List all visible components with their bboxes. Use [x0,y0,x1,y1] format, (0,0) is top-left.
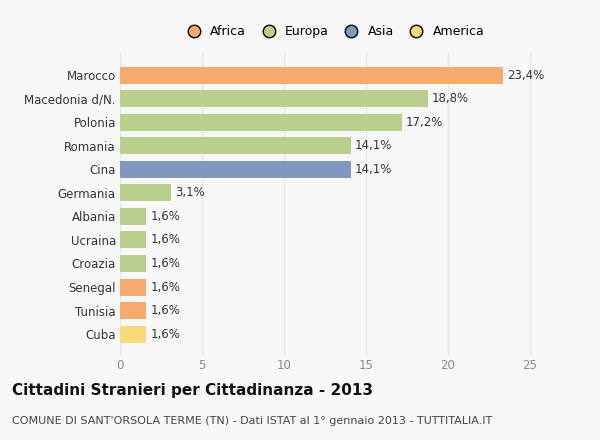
Text: 1,6%: 1,6% [151,328,180,341]
Text: 18,8%: 18,8% [432,92,469,105]
Text: 17,2%: 17,2% [406,116,443,128]
Text: Cittadini Stranieri per Cittadinanza - 2013: Cittadini Stranieri per Cittadinanza - 2… [12,383,373,398]
Bar [120,255,146,272]
Bar [120,161,351,178]
Bar [120,66,503,84]
Text: 3,1%: 3,1% [175,186,205,199]
Text: 1,6%: 1,6% [151,234,180,246]
Legend: Africa, Europa, Asia, America: Africa, Europa, Asia, America [179,22,487,40]
Bar [120,326,146,343]
Bar [120,302,146,319]
Text: COMUNE DI SANT'ORSOLA TERME (TN) - Dati ISTAT al 1° gennaio 2013 - TUTTITALIA.IT: COMUNE DI SANT'ORSOLA TERME (TN) - Dati … [12,416,492,426]
Text: 1,6%: 1,6% [151,281,180,293]
Text: 1,6%: 1,6% [151,257,180,270]
Bar [120,90,428,107]
Bar [120,184,171,202]
Bar [120,231,146,249]
Bar [120,279,146,296]
Bar [120,137,351,154]
Text: 14,1%: 14,1% [355,163,392,176]
Text: 23,4%: 23,4% [508,69,545,81]
Text: 1,6%: 1,6% [151,304,180,317]
Text: 14,1%: 14,1% [355,139,392,152]
Bar [120,208,146,225]
Bar [120,114,402,131]
Text: 1,6%: 1,6% [151,210,180,223]
